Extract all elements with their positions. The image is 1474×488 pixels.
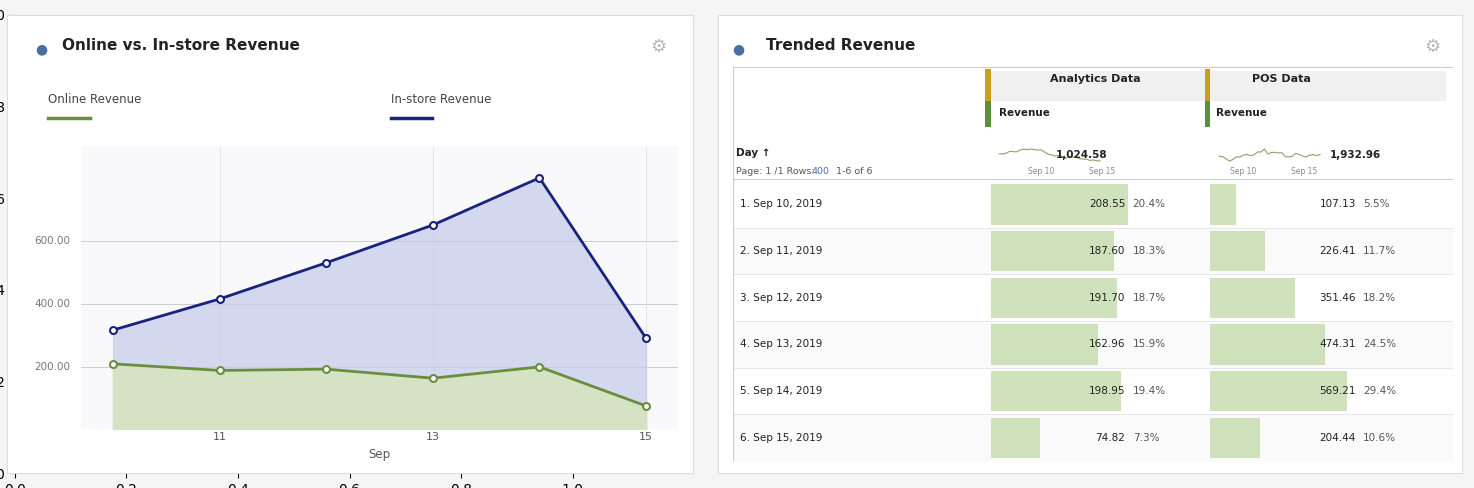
Text: 18.7%: 18.7% <box>1132 293 1166 303</box>
Text: 19.4%: 19.4% <box>1132 386 1166 396</box>
Text: ●: ● <box>35 42 47 56</box>
Text: ⚙: ⚙ <box>650 38 666 56</box>
FancyBboxPatch shape <box>991 371 1122 411</box>
Text: 3. Sep 12, 2019: 3. Sep 12, 2019 <box>740 293 822 303</box>
Text: POS Data: POS Data <box>1251 74 1310 84</box>
FancyBboxPatch shape <box>985 101 991 127</box>
FancyBboxPatch shape <box>985 71 1446 101</box>
FancyBboxPatch shape <box>1210 278 1296 318</box>
Text: 191.70: 191.70 <box>1089 293 1126 303</box>
Text: 107.13: 107.13 <box>1319 200 1356 209</box>
Text: 74.82: 74.82 <box>1095 433 1126 443</box>
Text: ⚙: ⚙ <box>1424 38 1440 56</box>
Text: Revenue: Revenue <box>999 108 1049 118</box>
FancyBboxPatch shape <box>733 414 1453 461</box>
FancyBboxPatch shape <box>991 418 1039 458</box>
Text: 204.44: 204.44 <box>1319 433 1356 443</box>
FancyBboxPatch shape <box>985 69 991 127</box>
Text: 24.5%: 24.5% <box>1363 340 1396 349</box>
Text: 7.3%: 7.3% <box>1132 433 1159 443</box>
Text: 1-6 of 6: 1-6 of 6 <box>833 166 873 176</box>
Text: 4. Sep 13, 2019: 4. Sep 13, 2019 <box>740 340 822 349</box>
Text: 600.00: 600.00 <box>34 236 71 246</box>
Text: Revenue: Revenue <box>1216 108 1266 118</box>
Text: 1,024.58: 1,024.58 <box>1055 150 1107 160</box>
Text: 1,932.96: 1,932.96 <box>1330 150 1381 160</box>
Text: 11.7%: 11.7% <box>1363 246 1396 256</box>
Text: Online Revenue: Online Revenue <box>49 93 142 105</box>
Text: 6. Sep 15, 2019: 6. Sep 15, 2019 <box>740 433 822 443</box>
FancyBboxPatch shape <box>991 184 1128 224</box>
FancyBboxPatch shape <box>1210 418 1260 458</box>
Text: Sep 15: Sep 15 <box>1291 166 1318 176</box>
Text: 187.60: 187.60 <box>1089 246 1126 256</box>
Text: Sep 15: Sep 15 <box>1089 166 1116 176</box>
FancyBboxPatch shape <box>991 325 1098 365</box>
Text: 351.46: 351.46 <box>1319 293 1356 303</box>
FancyBboxPatch shape <box>1210 371 1347 411</box>
Text: 400: 400 <box>812 166 830 176</box>
Text: 226.41: 226.41 <box>1319 246 1356 256</box>
FancyBboxPatch shape <box>1204 101 1210 127</box>
Text: 1. Sep 10, 2019: 1. Sep 10, 2019 <box>740 200 822 209</box>
Text: 5. Sep 14, 2019: 5. Sep 14, 2019 <box>740 386 822 396</box>
Text: 198.95: 198.95 <box>1089 386 1126 396</box>
Text: ●: ● <box>733 42 744 56</box>
FancyBboxPatch shape <box>1210 231 1265 271</box>
Text: Trended Revenue: Trended Revenue <box>766 38 915 53</box>
FancyBboxPatch shape <box>1204 69 1210 127</box>
Text: 474.31: 474.31 <box>1319 340 1356 349</box>
Text: Sep 10: Sep 10 <box>1229 166 1256 176</box>
Text: Day ↑: Day ↑ <box>736 148 771 158</box>
Text: Analytics Data: Analytics Data <box>1049 74 1141 84</box>
Text: 200.00: 200.00 <box>34 362 71 371</box>
Text: In-store Revenue: In-store Revenue <box>391 93 491 105</box>
Text: Page: 1 /1 Rows:: Page: 1 /1 Rows: <box>736 166 818 176</box>
Text: 29.4%: 29.4% <box>1363 386 1396 396</box>
FancyBboxPatch shape <box>991 231 1114 271</box>
FancyBboxPatch shape <box>733 321 1453 368</box>
FancyBboxPatch shape <box>733 228 1453 274</box>
Text: 569.21: 569.21 <box>1319 386 1356 396</box>
Text: 18.3%: 18.3% <box>1132 246 1166 256</box>
Text: 15.9%: 15.9% <box>1132 340 1166 349</box>
FancyBboxPatch shape <box>1210 325 1325 365</box>
FancyBboxPatch shape <box>991 278 1116 318</box>
Text: 18.2%: 18.2% <box>1363 293 1396 303</box>
Text: 2. Sep 11, 2019: 2. Sep 11, 2019 <box>740 246 822 256</box>
FancyBboxPatch shape <box>1210 184 1237 224</box>
Text: 400.00: 400.00 <box>34 299 71 308</box>
Text: 162.96: 162.96 <box>1089 340 1126 349</box>
Text: 20.4%: 20.4% <box>1132 200 1166 209</box>
Text: Online vs. In-store Revenue: Online vs. In-store Revenue <box>62 38 301 53</box>
X-axis label: Sep: Sep <box>368 448 391 461</box>
Text: 208.55: 208.55 <box>1089 200 1126 209</box>
Text: Sep 10: Sep 10 <box>1027 166 1054 176</box>
Text: 10.6%: 10.6% <box>1363 433 1396 443</box>
Text: 5.5%: 5.5% <box>1363 200 1390 209</box>
